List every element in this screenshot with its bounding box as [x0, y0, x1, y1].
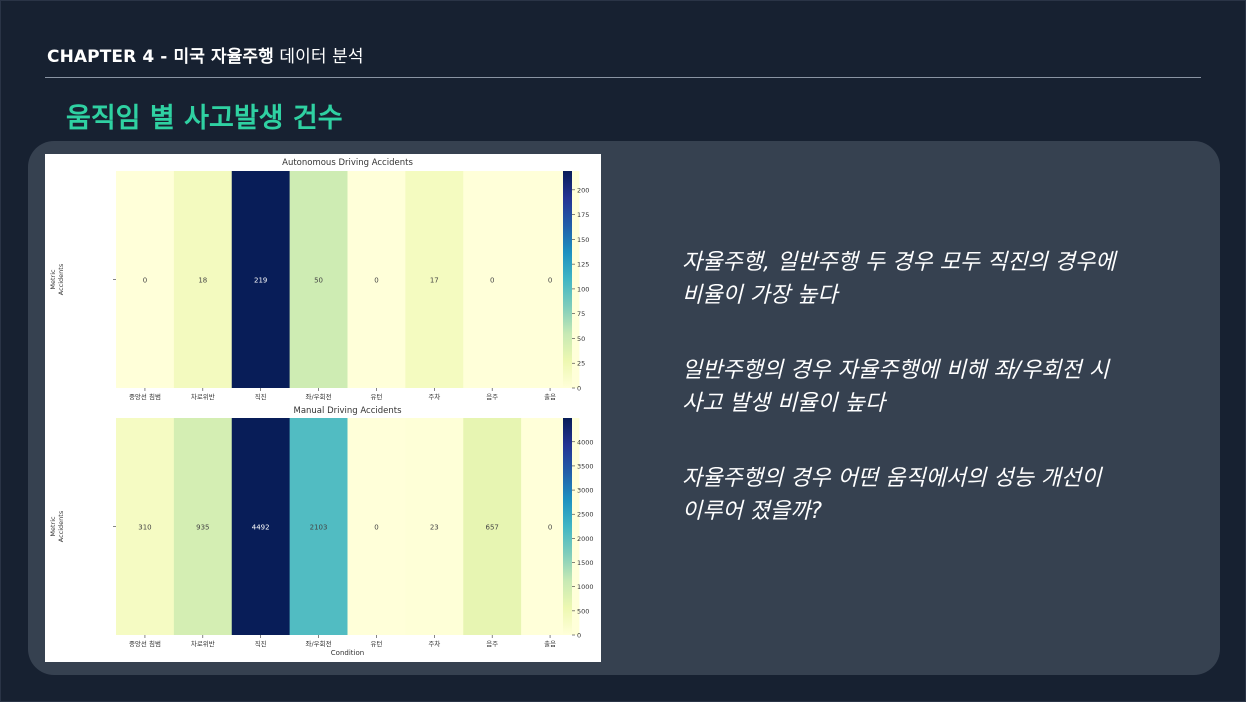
cell-value-label: 50 [314, 277, 323, 285]
chapter-heading: CHAPTER 4 - 미국 자율주행 데이터 분석 [47, 42, 364, 67]
x-tick-label: 직진 [255, 639, 267, 648]
row-label: Accidents [57, 263, 65, 295]
cell-value-label: 0 [143, 277, 147, 285]
heatmap-cell [405, 171, 464, 388]
cell-value-label: 0 [374, 277, 378, 285]
x-tick-label: 좌/우회전 [306, 392, 332, 401]
colorbar [563, 418, 572, 635]
x-tick-label: 중앙선 침범 [129, 392, 161, 401]
heatmap-cell [463, 171, 522, 388]
y-axis-label: Metric [49, 516, 57, 537]
heatmap-cell [289, 171, 348, 388]
chart-title: Manual Driving Accidents [293, 406, 402, 416]
colorbar-tick-label: 3500 [577, 462, 594, 470]
heatmap-cell [347, 171, 406, 388]
cell-value-label: 2103 [310, 524, 328, 532]
x-tick-label: 직진 [255, 392, 267, 401]
heatmap-svg: Autonomous Driving Accidents 0 중앙선 침범 18 차로위… [49, 158, 594, 657]
row-label: Accidents [57, 510, 65, 542]
heatmap-cell [463, 418, 522, 635]
colorbar [563, 171, 572, 388]
cell-value-label: 23 [430, 524, 439, 532]
cell-value-label: 657 [486, 524, 499, 532]
cell-value-label: 0 [374, 524, 378, 532]
x-tick-label: 유턴 [370, 639, 382, 648]
cell-value-label: 0 [548, 524, 552, 532]
x-tick-label: 출음 [544, 392, 556, 401]
bullet-1: 자율주행, 일반주행 두 경우 모두 직진의 경우에 비율이 가장 높다 [682, 250, 1116, 308]
x-tick-label: 차로위반 [191, 392, 215, 401]
colorbar-tick-label: 1000 [577, 583, 594, 591]
heatmap-cell [289, 418, 348, 635]
colorbar-tick-label: 2500 [577, 511, 594, 519]
colorbar-tick-label: 125 [577, 261, 589, 269]
heatmap-cell [347, 418, 406, 635]
x-tick-label: 음주 [486, 640, 498, 648]
cell-value-label: 17 [430, 277, 439, 285]
chapter-bold: CHAPTER 4 - 미국 자율주행 [47, 47, 274, 67]
colorbar-tick-label: 0 [577, 632, 581, 640]
cell-value-label: 18 [198, 277, 207, 285]
x-tick-label: 음주 [486, 393, 498, 401]
heatmap-figure: Autonomous Driving Accidents 0 중앙선 침범 18 차로위… [45, 154, 601, 662]
colorbar-tick-label: 2000 [577, 535, 594, 543]
cell-value-label: 4492 [252, 524, 270, 532]
x-tick-label: 차로위반 [191, 639, 215, 648]
x-tick-label: 주차 [428, 639, 440, 648]
bullet-2: 일반주행의 경우 자율주행에 비해 좌/우회전 시 사고 발생 비율이 높다 [682, 358, 1109, 416]
x-tick-label: 주차 [428, 392, 440, 401]
colorbar-tick-label: 175 [577, 211, 589, 219]
colorbar-tick-label: 0 [577, 385, 581, 393]
colorbar-tick-label: 25 [577, 360, 585, 368]
chapter-light: 데이터 분석 [273, 47, 364, 67]
colorbar-tick-label: 150 [577, 236, 589, 244]
bullet-list: 자율주행, 일반주행 두 경우 모두 직진의 경우에 비율이 가장 높다 일반주… [682, 246, 1202, 570]
header-divider [45, 77, 1201, 78]
heatmap-cell [231, 418, 291, 635]
cell-value-label: 935 [196, 524, 209, 532]
colorbar-tick-label: 1500 [577, 559, 594, 567]
colorbar-tick-label: 3000 [577, 487, 594, 495]
x-tick-label: 중앙선 침범 [129, 639, 161, 648]
x-tick-label: 출음 [544, 639, 556, 648]
heatmap-cell [173, 418, 233, 635]
cell-value-label: 0 [548, 277, 552, 285]
x-axis-label: Condition [331, 649, 364, 657]
heatmap-cell [116, 171, 175, 388]
colorbar-tick-label: 500 [577, 607, 589, 615]
heatmap-cell [231, 171, 291, 388]
heatmap-cell [173, 171, 233, 388]
heatmap-cell [116, 418, 175, 635]
colorbar-tick-label: 75 [577, 310, 585, 318]
cell-value-label: 310 [138, 524, 151, 532]
x-tick-label: 유턴 [370, 392, 382, 401]
y-axis-label: Metric [49, 269, 57, 290]
chart-title: Autonomous Driving Accidents [282, 158, 413, 168]
heatmap-cell [405, 418, 464, 635]
x-tick-label: 좌/우회전 [306, 639, 332, 648]
cell-value-label: 219 [254, 277, 267, 285]
cell-value-label: 0 [490, 277, 494, 285]
colorbar-tick-label: 50 [577, 335, 585, 343]
colorbar-tick-label: 4000 [577, 438, 594, 446]
bullet-3: 자율주행의 경우 어떤 움직에서의 성능 개선이 이루어 졌을까? [682, 466, 1102, 524]
colorbar-tick-label: 200 [577, 186, 589, 194]
colorbar-tick-label: 100 [577, 285, 589, 293]
slide-title: 움직임 별 사고발생 건수 [66, 103, 343, 134]
